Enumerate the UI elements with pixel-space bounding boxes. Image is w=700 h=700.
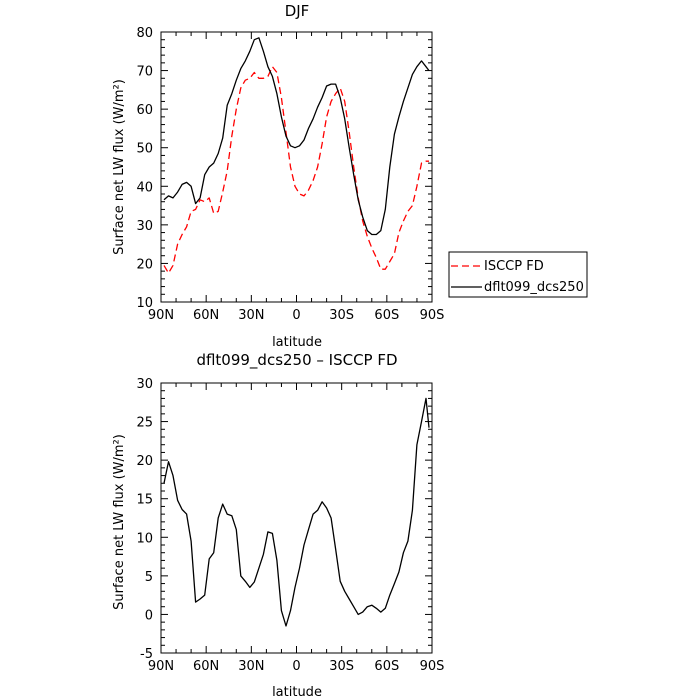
y-tick-label: 50 [136, 142, 153, 157]
y-tick-label: 70 [136, 65, 153, 80]
y-tick-label: 0 [145, 608, 153, 623]
y-tick-label: 25 [136, 416, 153, 431]
plot-frame-0 [160, 31, 433, 303]
x-tick-label: 90N [148, 659, 174, 674]
y-tick-label: 10 [136, 531, 153, 546]
x-tick-label: 30S [329, 308, 354, 323]
x-tick-label: 60S [374, 308, 399, 323]
y-tick-label: 80 [136, 26, 153, 41]
legend: ISCCP FD dflt099_dcs250 [448, 251, 588, 298]
bottom-chart-title: dflt099_dcs250 – ISCCP FD [196, 351, 397, 370]
y-tick-label: 30 [136, 219, 153, 234]
bottom-panel: dflt099_dcs250 – ISCCP FD 90N 60N 30N 0 30S 6… [112, 351, 444, 700]
legend-label-isccp-fd: ISCCP FD [484, 259, 544, 274]
y-tick-label: 30 [136, 377, 153, 392]
y-tick-label: 10 [136, 296, 153, 311]
y-tick-label: 60 [136, 103, 153, 118]
x-tick-label: 90S [420, 308, 445, 323]
y-tick-label: 20 [136, 454, 153, 469]
x-tick-label: 0 [292, 308, 300, 323]
series-line-isccp-fd [163, 66, 429, 274]
legend-label-dflt099-dcs250: dflt099_dcs250 [484, 280, 584, 295]
top-panel: DJF 90N 60N 30N 0 30S 60S 90S1020304050607080 … [112, 2, 444, 350]
plot-frame-1 [160, 382, 433, 654]
legend-box [448, 251, 588, 298]
x-tick-label: 90S [420, 659, 445, 674]
x-tick-label: 60N [193, 659, 219, 674]
bottom-x-axis-label: latitude [272, 685, 322, 700]
x-tick-label: 30N [238, 659, 264, 674]
y-tick-label: 5 [145, 570, 153, 585]
x-tick-label: 60S [374, 659, 399, 674]
top-plot-area: 90N 60N 30N 0 30S 60S 90S 10 20 30 40 50 60 70 80 [136, 26, 444, 323]
bottom-y-axis-label: Surface net LW flux (W/m²) [112, 434, 127, 610]
x-tick-label: 30S [329, 659, 354, 674]
bottom-plot-area: 90N 60N 30N 0 30S 60S 90S -5 0 5 10 15 20 25 30 [136, 377, 444, 674]
x-tick-label: 30N [238, 308, 264, 323]
y-tick-label: -5 [140, 647, 153, 662]
y-tick-label: 15 [136, 493, 153, 508]
series-line-dflt099-dcs250 [163, 37, 430, 236]
x-tick-label: 90N [148, 308, 174, 323]
y-tick-label: 20 [136, 257, 153, 272]
top-chart-title: DJF [285, 2, 310, 20]
top-y-axis-label: Surface net LW flux (W/m²) [112, 79, 127, 255]
series-line-difference [163, 397, 430, 627]
y-tick-label: 40 [136, 180, 153, 195]
x-tick-label: 0 [292, 659, 300, 674]
x-tick-label: 60N [193, 308, 219, 323]
top-x-axis-label: latitude [272, 335, 322, 350]
